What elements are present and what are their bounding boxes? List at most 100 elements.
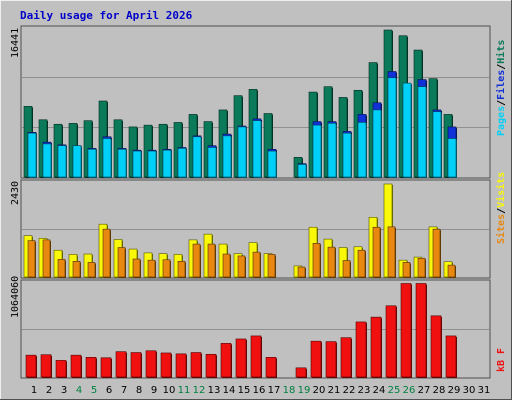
bar-kbytes-day-7 (115, 351, 127, 378)
legend-hits-panel: Pages/Files/Hits (495, 40, 507, 136)
y-max-label-kbytes: 1064060 (10, 276, 21, 318)
legend-sep-1: / (496, 100, 507, 106)
bar-sites-day-24 (372, 226, 381, 278)
x-tick-day-14: 14 (223, 385, 236, 396)
legend-files: Files (495, 70, 507, 100)
x-tick-day-26: 26 (403, 385, 416, 396)
bars (23, 29, 457, 378)
bar-sites-day-12 (192, 243, 201, 278)
bar-sites-day-1 (27, 240, 36, 278)
x-tick-day-20: 20 (313, 385, 326, 396)
bar-kbytes-day-14 (220, 343, 232, 378)
bar-kbytes-day-10 (160, 352, 172, 378)
x-tick-day-15: 15 (238, 385, 251, 396)
bar-pages-day-15 (237, 126, 247, 178)
bar-pages-day-16 (252, 120, 262, 178)
bar-kbytes-day-20 (310, 340, 322, 378)
legend-hits: Hits (495, 40, 507, 64)
bar-pages-day-5 (87, 148, 97, 178)
legend-visits-panel: Sites/Visits (495, 172, 507, 244)
bar-sites-day-21 (327, 246, 336, 278)
bar-pages-day-13 (207, 147, 217, 178)
bar-pages-day-26 (402, 82, 412, 178)
bar-kbytes-day-15 (235, 338, 247, 378)
x-tick-day-25: 25 (388, 385, 401, 396)
bar-pages-day-20 (312, 124, 322, 178)
bar-sites-day-11 (177, 261, 186, 278)
bar-pages-day-25 (387, 77, 397, 178)
x-tick-day-6: 6 (106, 385, 112, 396)
bar-sites-day-9 (147, 259, 156, 278)
bar-pages-day-19 (297, 164, 307, 178)
x-tick-day-22: 22 (343, 385, 356, 396)
bar-kbytes-day-11 (175, 353, 187, 378)
bar-sites-day-5 (87, 262, 96, 278)
x-tick-day-10: 10 (163, 385, 176, 396)
bar-kbytes-day-27 (415, 283, 427, 378)
bar-sites-day-6 (102, 228, 111, 278)
bar-sites-day-14 (222, 253, 231, 278)
x-tick-day-12: 12 (193, 385, 206, 396)
bar-sites-day-22 (342, 260, 351, 278)
bar-sites-day-7 (117, 247, 126, 278)
bar-kbytes-day-28 (430, 315, 442, 378)
bar-sites-day-23 (357, 249, 366, 278)
bar-kbytes-day-23 (355, 321, 367, 378)
bar-pages-day-10 (162, 149, 172, 178)
bar-pages-day-7 (117, 148, 127, 178)
bar-kbytes-day-26 (400, 283, 412, 378)
bar-kbytes-day-8 (130, 352, 142, 378)
x-tick-day-18: 18 (283, 385, 296, 396)
bar-pages-day-6 (102, 138, 112, 178)
x-tick-day-27: 27 (418, 385, 431, 396)
bar-kbytes-day-16 (250, 335, 262, 378)
x-tick-day-7: 7 (121, 385, 127, 396)
bar-kbytes-day-1 (25, 354, 37, 378)
bar-pages-day-21 (327, 123, 337, 178)
bar-kbytes-day-29 (445, 335, 457, 378)
bar-kbytes-day-9 (145, 350, 157, 378)
legend-sites: Sites (495, 214, 507, 244)
bar-sites-day-3 (57, 259, 66, 278)
bar-pages-day-3 (57, 145, 67, 178)
x-tick-day-21: 21 (328, 385, 341, 396)
bar-sites-day-10 (162, 259, 171, 278)
x-tick-day-30: 30 (463, 385, 476, 396)
x-tick-day-24: 24 (373, 385, 386, 396)
bar-kbytes-day-4 (70, 354, 82, 378)
bar-sites-day-27 (417, 257, 426, 278)
x-tick-day-9: 9 (151, 385, 157, 396)
legend-pages: Pages (496, 106, 507, 136)
bar-kbytes-day-19 (295, 367, 307, 378)
bar-kbytes-day-25 (385, 305, 397, 378)
bar-pages-day-23 (357, 122, 367, 178)
x-axis-ticks: 1 2 3 4 5 6 7 8 9 10 11 12 13 14 15 16 17 18 19 20 21 22 23 24 2… (31, 385, 491, 396)
x-tick-day-19: 19 (298, 385, 311, 396)
x-tick-day-11: 11 (178, 385, 191, 396)
x-tick-day-5: 5 (91, 385, 97, 396)
bar-sites-day-20 (312, 243, 321, 278)
y-max-label-hits: 16441 (10, 28, 21, 58)
x-tick-day-8: 8 (136, 385, 142, 396)
bar-kbytes-day-21 (325, 341, 337, 378)
bar-sites-day-16 (252, 251, 261, 278)
bar-pages-day-12 (192, 136, 202, 178)
x-tick-day-31: 31 (478, 385, 491, 396)
x-tick-day-16: 16 (253, 385, 266, 396)
bar-pages-day-27 (417, 86, 427, 178)
x-tick-day-4: 4 (76, 385, 82, 396)
bar-pages-day-14 (222, 135, 232, 178)
bar-sites-day-25 (387, 226, 396, 278)
x-tick-day-13: 13 (208, 385, 221, 396)
x-tick-day-23: 23 (358, 385, 371, 396)
bar-pages-day-8 (132, 150, 142, 178)
legend-sep-3: / (496, 208, 507, 214)
bar-kbytes-day-6 (100, 357, 112, 378)
bar-sites-day-13 (207, 243, 216, 278)
bar-sites-day-8 (132, 258, 141, 278)
bar-sites-day-19 (297, 266, 306, 278)
chart-title: Daily usage for April 2026 (20, 9, 193, 22)
bar-pages-day-29 (447, 138, 457, 178)
bar-kbytes-day-12 (190, 352, 202, 378)
